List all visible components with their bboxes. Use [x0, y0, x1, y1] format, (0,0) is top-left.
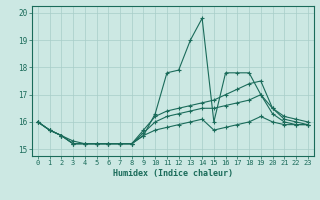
X-axis label: Humidex (Indice chaleur): Humidex (Indice chaleur): [113, 169, 233, 178]
